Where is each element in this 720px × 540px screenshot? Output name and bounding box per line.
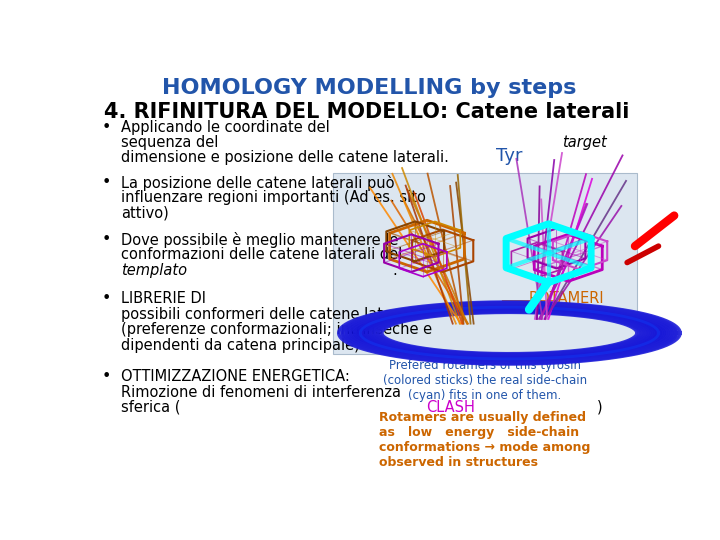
Text: Rotamers are usually defined
as   low   energy   side-chain
conformations → mode: Rotamers are usually defined as low ener… <box>379 411 590 469</box>
Text: influenzare regioni importanti (Ad es. sito: influenzare regioni importanti (Ad es. s… <box>121 191 426 205</box>
Text: LIBRERIE DI: LIBRERIE DI <box>121 292 210 306</box>
Text: target: target <box>562 135 607 150</box>
Text: conformazioni delle catene laterali del: conformazioni delle catene laterali del <box>121 247 402 262</box>
Text: CLASH: CLASH <box>426 400 475 415</box>
Text: ROTAMERI: ROTAMERI <box>528 292 604 306</box>
Text: (preferenze conformazionali; intrinseche e: (preferenze conformazionali; intrinseche… <box>121 322 432 337</box>
Text: sferica (: sferica ( <box>121 400 180 415</box>
Text: ): ) <box>596 400 602 415</box>
Text: Applicando le coordinate del: Applicando le coordinate del <box>121 120 334 134</box>
Text: La posizione delle catene laterali può: La posizione delle catene laterali può <box>121 175 394 191</box>
Text: Rimozione di fenomeni di interferenza: Rimozione di fenomeni di interferenza <box>121 384 401 400</box>
Text: templato: templato <box>121 263 186 278</box>
Text: Tyr: Tyr <box>496 147 523 165</box>
Text: 4. RIFINITURA DEL MODELLO: Catene laterali: 4. RIFINITURA DEL MODELLO: Catene latera… <box>104 102 629 122</box>
Text: •: • <box>101 175 111 190</box>
Text: Dove possibile è meglio mantenere le: Dove possibile è meglio mantenere le <box>121 232 398 248</box>
Text: OTTIMIZZAZIONE ENERGETICA:: OTTIMIZZAZIONE ENERGETICA: <box>121 369 350 384</box>
Text: •: • <box>101 232 111 247</box>
Text: dimensione e posizione delle catene laterali.: dimensione e posizione delle catene late… <box>121 151 449 165</box>
Text: possibili conformeri delle catene laterali: possibili conformeri delle catene latera… <box>121 307 415 322</box>
Text: dipendenti da catena principale): dipendenti da catena principale) <box>121 338 359 353</box>
Text: .: . <box>392 263 397 278</box>
Text: Prefered rotamers of this tyrosin
(colored sticks) the real side-chain
(cyan) fi: Prefered rotamers of this tyrosin (color… <box>383 359 587 402</box>
Text: HOMOLOGY MODELLING by steps: HOMOLOGY MODELLING by steps <box>162 78 576 98</box>
Text: •: • <box>101 292 111 306</box>
Text: attivo): attivo) <box>121 206 168 221</box>
Text: •: • <box>101 369 111 384</box>
FancyBboxPatch shape <box>333 173 637 354</box>
Text: sequenza del: sequenza del <box>121 135 222 150</box>
Text: •: • <box>101 120 111 134</box>
